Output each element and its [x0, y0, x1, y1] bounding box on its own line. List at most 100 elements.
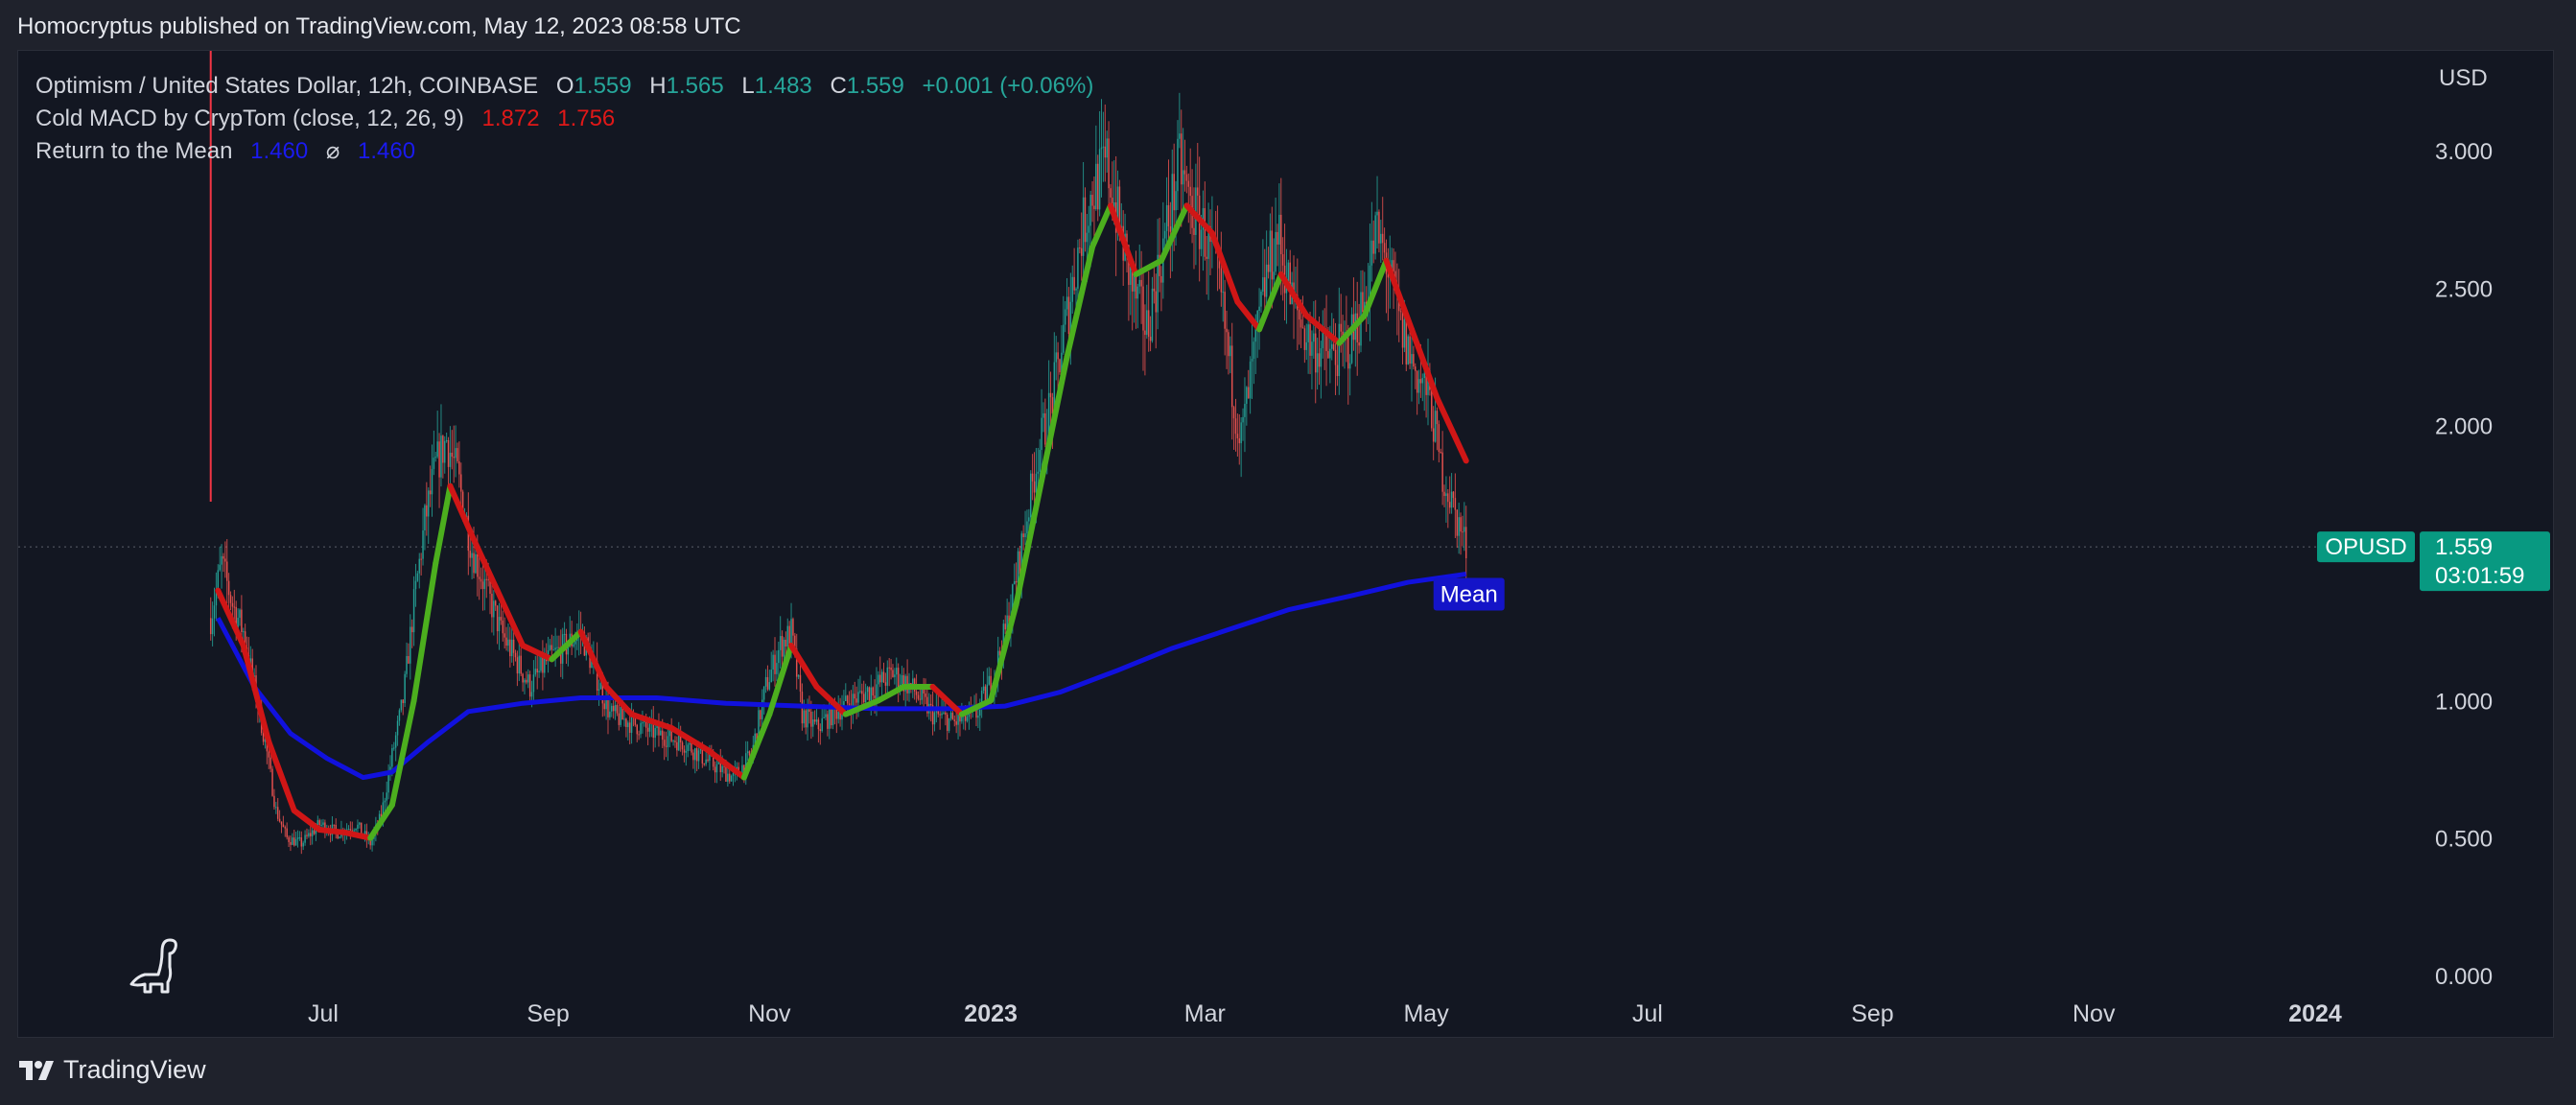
candle-body — [556, 647, 558, 648]
candle-body — [607, 697, 609, 717]
candle-body — [503, 633, 505, 638]
candle-body — [1338, 323, 1341, 377]
candle-body — [1128, 245, 1130, 286]
candle-body — [829, 704, 831, 729]
candle-body — [1163, 230, 1166, 239]
candle-body — [1084, 197, 1087, 243]
candle-body — [644, 719, 647, 728]
candle-body — [1364, 301, 1366, 313]
candle-body — [941, 713, 943, 716]
candle-body — [717, 761, 720, 764]
macd-line-segment — [842, 697, 881, 717]
candle-body — [1262, 277, 1264, 292]
candle-body — [946, 714, 948, 731]
candle-body — [1047, 392, 1050, 444]
candle-body — [1405, 319, 1408, 364]
candle-body — [237, 618, 239, 628]
candle-body — [461, 491, 464, 520]
candle-body — [966, 717, 969, 721]
candle-body — [1427, 370, 1429, 395]
candle-body — [872, 687, 874, 696]
candle-body — [794, 635, 796, 649]
candle-body — [648, 722, 651, 732]
candle-body — [384, 800, 386, 803]
price-badge[interactable] — [2420, 531, 2550, 592]
candle-body — [1260, 291, 1262, 307]
candle-body — [1445, 493, 1447, 497]
candle-body — [864, 692, 867, 703]
candle-body — [404, 673, 406, 703]
macd-line-segment — [929, 684, 965, 717]
candle-body — [369, 837, 371, 846]
candle-body — [424, 505, 426, 530]
candle-body — [276, 807, 279, 819]
macd-legend-row[interactable]: Cold MACD by CrypTom (close, 12, 26, 9) … — [35, 103, 1093, 135]
candle-body — [386, 792, 387, 801]
candle-body — [394, 735, 397, 748]
brand-name: TradingView — [63, 1055, 206, 1084]
candle-body — [264, 739, 267, 742]
symbol-legend-row[interactable]: Optimism / United States Dollar, 12h, CO… — [35, 70, 1093, 103]
candle-body — [431, 468, 433, 495]
mean-line[interactable] — [216, 571, 1467, 781]
candle-body — [359, 822, 361, 825]
candle-body — [1244, 404, 1246, 417]
candle-body — [642, 722, 644, 724]
candle-body — [429, 490, 432, 495]
candle-body — [870, 687, 873, 701]
candle-body — [1089, 195, 1091, 226]
candle-body — [986, 684, 989, 701]
candle-body — [500, 617, 503, 621]
x-tick-label: May — [1403, 1000, 1449, 1027]
candle-body — [628, 722, 631, 733]
candle-body — [823, 717, 825, 718]
candle-body — [1226, 328, 1228, 333]
candle-body — [723, 765, 725, 767]
candle-body — [544, 658, 546, 673]
candle-body — [426, 505, 428, 517]
candle-body — [1180, 133, 1183, 185]
candle-body — [1004, 623, 1006, 630]
macd-line-segment — [603, 684, 635, 717]
y-tick-label: 3.000 — [2435, 139, 2493, 165]
candle-body — [984, 686, 987, 701]
candle-body — [1149, 337, 1152, 341]
candle-body — [668, 728, 671, 737]
candle-body — [225, 561, 228, 581]
candle-body — [528, 674, 531, 697]
macd-line-segment — [1256, 271, 1284, 333]
candle-body — [209, 618, 212, 635]
mean-badge[interactable] — [1433, 577, 1505, 611]
candle-body — [691, 742, 692, 753]
candle-body — [550, 645, 553, 650]
candle-body — [357, 824, 359, 830]
macd-line-segment — [1434, 395, 1469, 464]
macd-line-segment — [388, 697, 417, 809]
macd-line-segment — [494, 587, 527, 648]
candle-body — [1077, 247, 1079, 289]
macd-line-segment — [577, 628, 610, 690]
candle-body — [1440, 452, 1441, 454]
candle-body — [618, 713, 621, 725]
mean-legend-row[interactable]: Return to the Mean 1.460 ⌀ 1.460 — [35, 135, 1093, 168]
candle-body — [1419, 379, 1422, 384]
candle-body — [609, 711, 611, 717]
candle-body — [1387, 273, 1390, 278]
macd-line-segment — [367, 802, 395, 841]
price-chart[interactable]: 0.0000.5001.0001.5002.0002.5003.000USDJu… — [18, 51, 2555, 1039]
low-value: 1.483 — [754, 73, 812, 99]
dino-icon[interactable] — [124, 929, 181, 996]
candle-body — [522, 673, 524, 683]
macd-line-segment — [1089, 202, 1113, 250]
candle-body — [772, 654, 774, 670]
candle-body — [926, 696, 928, 714]
symbol-badge[interactable] — [2317, 531, 2415, 563]
candle-body — [1064, 309, 1066, 325]
candle-body — [878, 674, 881, 683]
candle-body — [803, 710, 806, 724]
candle-body — [1313, 333, 1315, 342]
chart-frame[interactable]: 0.0000.5001.0001.5002.0002.5003.000USDJu… — [17, 50, 2554, 1038]
y-tick-label: 0.000 — [2435, 964, 2493, 990]
candle-body — [1232, 407, 1235, 419]
candle-body — [360, 822, 363, 835]
